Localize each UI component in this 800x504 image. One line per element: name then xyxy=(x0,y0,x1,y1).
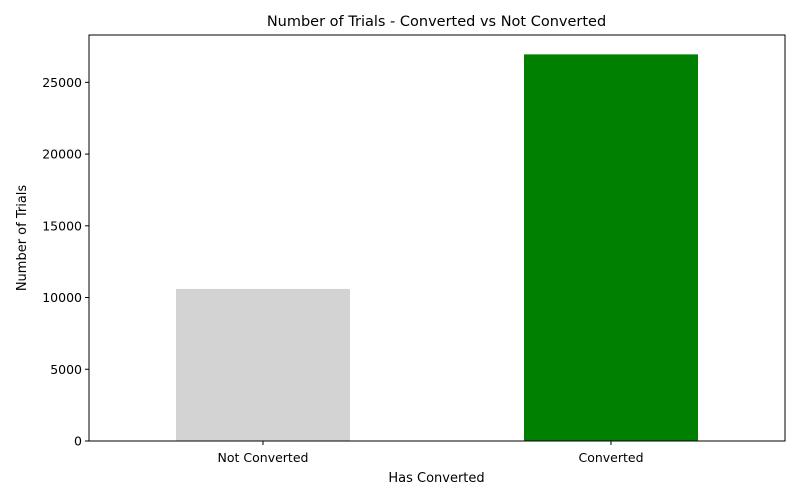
y-axis-ticks: 0 5000 10000 15000 20000 25000 xyxy=(42,75,89,449)
y-axis-label: Number of Trials xyxy=(15,185,30,292)
bar-1 xyxy=(524,54,698,441)
x-axis-ticks: Not Converted Converted xyxy=(218,441,644,465)
y-tick-label-3: 15000 xyxy=(42,218,82,233)
plot-frame xyxy=(88,34,786,442)
x-tick-label-1: Converted xyxy=(578,450,643,465)
y-tick-label-1: 5000 xyxy=(50,362,82,377)
bars-layer xyxy=(176,54,698,441)
chart-title: Number of Trials - Converted vs Not Conv… xyxy=(267,14,606,30)
bar-0 xyxy=(176,288,350,441)
y-tick-label-0: 0 xyxy=(74,434,82,449)
y-tick-label-2: 10000 xyxy=(42,290,82,305)
y-tick-label-4: 20000 xyxy=(42,147,82,162)
x-axis-label: Has Converted xyxy=(388,471,484,486)
y-tick-label-5: 25000 xyxy=(42,75,82,90)
x-tick-label-0: Not Converted xyxy=(218,450,309,465)
